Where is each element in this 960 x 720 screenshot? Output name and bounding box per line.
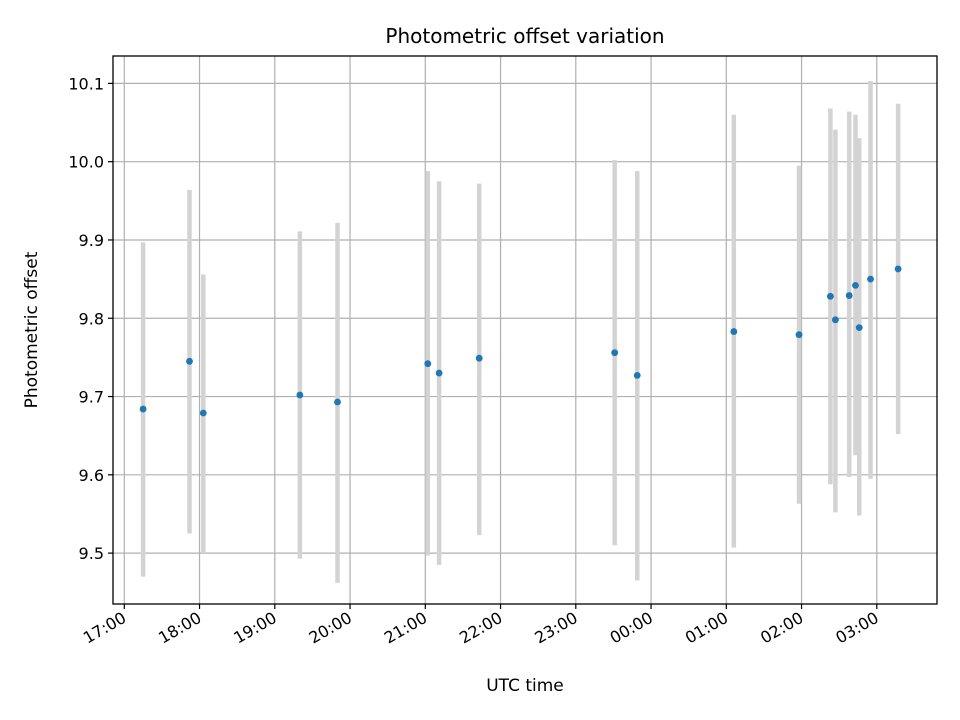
y-tick-label: 10.1: [68, 74, 104, 93]
data-points: [139, 265, 902, 417]
y-tick-label: 9.9: [79, 231, 104, 250]
data-point: [826, 292, 834, 300]
chart-title: Photometric offset variation: [385, 24, 664, 48]
data-point: [139, 405, 147, 413]
y-tick-label: 10.0: [68, 153, 104, 172]
y-axis-ticks: 9.5 9.6 9.7 9.8 9.9 10.0 10.1: [68, 74, 113, 563]
data-point: [186, 357, 193, 365]
data-point: [894, 265, 902, 273]
data-point: [424, 360, 432, 368]
data-point: [730, 328, 738, 335]
y-axis-label: Photometric offset: [22, 251, 42, 408]
data-point: [633, 372, 641, 379]
plot-frame: [112, 55, 938, 605]
data-point: [475, 354, 483, 362]
data-point: [199, 409, 207, 417]
data-point: [435, 369, 443, 377]
data-point: [611, 349, 619, 357]
y-tick-label: 9.6: [79, 466, 104, 485]
grid-lines: [113, 56, 937, 604]
data-point: [867, 275, 874, 283]
data-point: [795, 331, 803, 339]
data-point: [296, 391, 304, 399]
y-tick-label: 9.8: [79, 309, 104, 328]
x-axis-label: UTC time: [486, 676, 564, 696]
y-tick-label: 9.7: [79, 388, 104, 407]
y-tick-label: 9.5: [79, 544, 104, 563]
data-point: [845, 292, 853, 299]
data-point: [852, 281, 859, 289]
data-point: [855, 324, 863, 332]
data-point: [832, 316, 839, 324]
data-point: [334, 398, 341, 406]
